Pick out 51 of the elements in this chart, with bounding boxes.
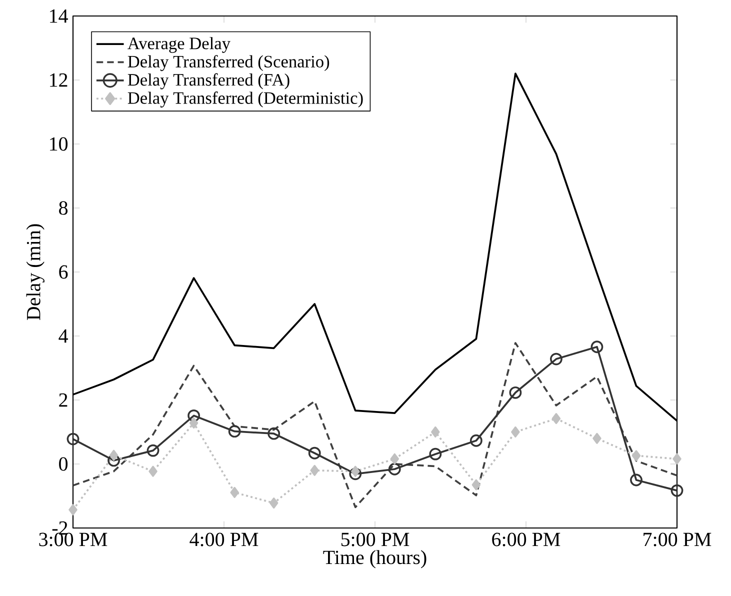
point — [148, 466, 158, 477]
x-axis-title: Time (hours) — [323, 550, 426, 568]
point — [590, 340, 604, 354]
y-tick-label: 6 — [59, 265, 68, 279]
point — [268, 427, 280, 440]
y-tick-label: 0 — [59, 457, 68, 471]
legend-label: Delay Transferred (FA) — [128, 73, 290, 90]
point — [429, 448, 442, 460]
y-tick-label: 12 — [50, 73, 68, 87]
point — [308, 446, 321, 460]
point — [431, 426, 440, 438]
point — [592, 432, 602, 444]
y-tick-label: 10 — [50, 137, 68, 151]
point — [108, 454, 120, 467]
x-tick-label: 4:00 PM — [190, 532, 258, 546]
point — [68, 504, 78, 516]
point — [550, 352, 562, 366]
point — [632, 450, 641, 462]
y-tick-label: 8 — [59, 201, 68, 215]
x-tick-label: 6:00 PM — [492, 532, 560, 546]
point — [228, 425, 241, 438]
point — [230, 486, 239, 498]
point — [552, 413, 561, 424]
point — [672, 453, 682, 464]
point — [470, 434, 482, 447]
y-tick-label: 14 — [50, 9, 68, 23]
legend-label: Average Delay — [128, 37, 230, 53]
point — [146, 444, 160, 457]
y-axis-title: Delay (min) — [26, 224, 44, 320]
point — [472, 479, 481, 490]
point — [269, 498, 278, 509]
legend-label: Delay Transferred (Scenario) — [128, 55, 330, 72]
point — [349, 468, 362, 480]
point — [630, 474, 642, 486]
point — [310, 464, 319, 476]
x-tick-label: 7:00 PM — [644, 532, 712, 546]
legend-label: Delay Transferred (Deterministic) — [128, 92, 363, 108]
point — [188, 409, 200, 422]
point — [511, 426, 520, 438]
x-tick-label: 5:00 PM — [341, 532, 410, 546]
point — [670, 484, 684, 497]
point — [388, 462, 401, 476]
y-tick-label: 2 — [59, 393, 68, 407]
point — [66, 432, 80, 446]
y-tick-label: 4 — [58, 329, 68, 343]
point — [189, 418, 198, 429]
x-tick-label: 3:00 PM — [39, 532, 108, 546]
point — [351, 466, 360, 477]
point — [509, 386, 522, 399]
point — [390, 453, 400, 464]
point — [109, 450, 118, 461]
